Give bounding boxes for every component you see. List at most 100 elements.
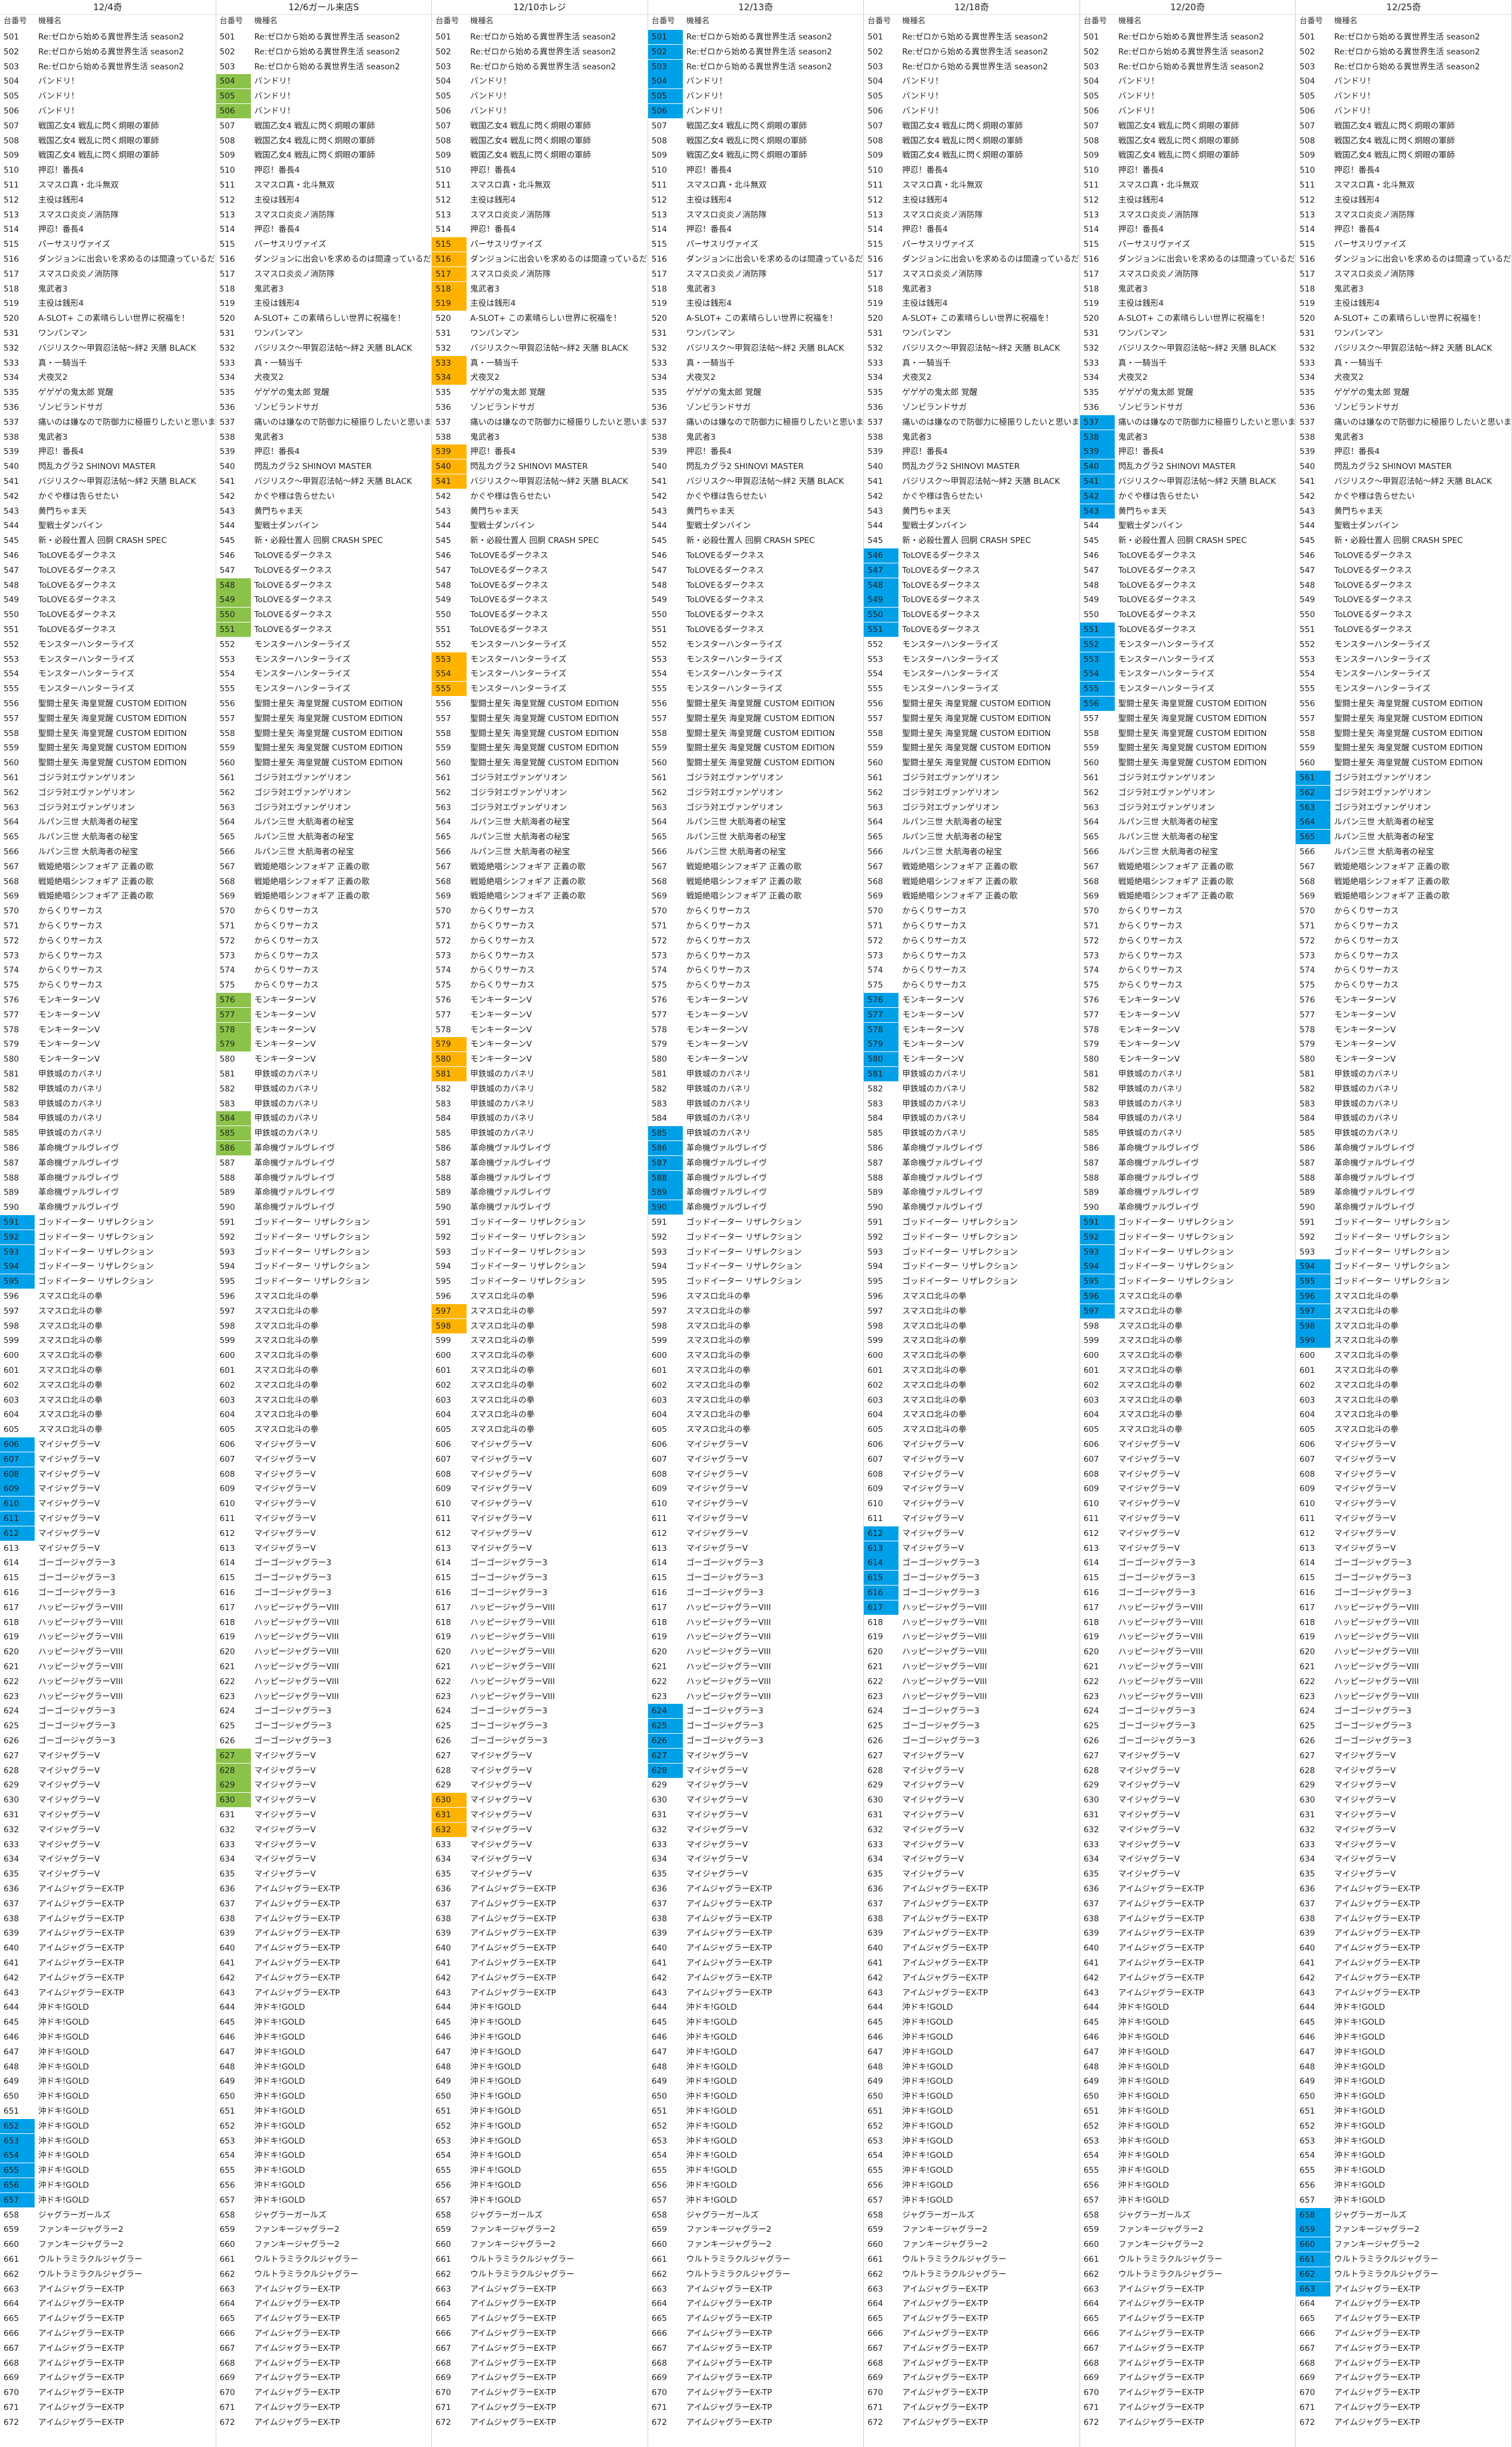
machine-number-cell: 505: [216, 89, 251, 103]
machine-name-cell: ゴーゴージャグラー3: [251, 1586, 431, 1600]
machine-name-cell: 聖闘士星矢 海皇覚醒 CUSTOM EDITION: [1115, 726, 1295, 741]
machine-number-cell: 638: [864, 1912, 898, 1926]
machine-number-cell: 652: [1080, 2119, 1115, 2133]
machine-number-cell: 554: [648, 667, 683, 681]
machine-number-cell: 556: [864, 697, 898, 711]
machine-number-cell: 583: [648, 1097, 683, 1111]
machine-name-cell: アイムジャグラーEX-TP: [251, 2296, 431, 2311]
machine-name-cell: 閃乱カグラ2 SHINOVI MASTER: [1115, 459, 1295, 474]
machine-name-cell: ハッピージャグラーVIII: [683, 1645, 863, 1659]
machine-number-cell: 648: [1080, 2060, 1115, 2074]
machine-number-cell: 596: [1080, 1289, 1115, 1304]
machine-name-cell: からくりサーカス: [35, 919, 215, 933]
machine-number-cell: 582: [0, 1082, 35, 1096]
machine-name-cell: ルパン三世 大航海者の秘宝: [251, 845, 431, 859]
machine-name-cell: 聖戦士ダンバイン: [898, 519, 1079, 533]
machine-name-cell: 押忍！番長4: [35, 163, 215, 177]
machine-number-cell: 504: [864, 74, 898, 88]
machine-number-cell: 589: [1296, 1185, 1330, 1200]
machine-name-cell: ハッピージャグラーVIII: [467, 1660, 647, 1674]
machine-number-cell: 621: [432, 1660, 467, 1674]
machine-name-cell: 聖闘士星矢 海皇覚醒 CUSTOM EDITION: [1330, 756, 1511, 770]
machine-name-cell: アイムジャグラーEX-TP: [898, 1926, 1079, 1940]
machine-number-cell: 512: [216, 193, 251, 207]
machine-number-cell: 594: [648, 1259, 683, 1274]
machine-name-cell: 沖ドキ!GOLD: [683, 2193, 863, 2207]
machine-name-cell: ToLOVEるダークネス: [898, 548, 1079, 563]
machine-number-cell: 518: [648, 282, 683, 296]
machine-number-cell: 595: [1296, 1274, 1330, 1289]
machine-number-cell: 617: [216, 1600, 251, 1615]
machine-name-cell: ゴーゴージャグラー3: [898, 1704, 1079, 1718]
machine-name-cell: スマスロ北斗の拳: [35, 1289, 215, 1304]
machine-name-cell: マイジャグラーV: [467, 1867, 647, 1881]
machine-number-cell: 536: [648, 400, 683, 415]
machine-number-cell: 667: [1080, 2341, 1115, 2356]
machine-name-cell: ゴッドイーター リザレクション: [1115, 1215, 1295, 1229]
machine-name-cell: 甲鉄城のカバネリ: [898, 1126, 1079, 1140]
machine-number-cell: 557: [432, 712, 467, 726]
machine-name-cell: Re:ゼロから始める異世界生活 season2: [35, 60, 215, 74]
machine-name-cell: モンスターハンターライズ: [898, 637, 1079, 652]
machine-name-cell: ゴーゴージャグラー3: [1115, 1556, 1295, 1570]
machine-name-cell: 戦姫絶唱シンフォギア 正義の歌: [35, 860, 215, 874]
machine-number-cell: 666: [1080, 2326, 1115, 2341]
machine-number-cell: 639: [1080, 1926, 1115, 1940]
machine-number-cell: 514: [0, 222, 35, 237]
machine-number-cell: 611: [864, 1511, 898, 1526]
machine-number-cell: 600: [1080, 1348, 1115, 1363]
machine-name-cell: 主役は銭形4: [898, 193, 1079, 207]
machine-name-cell: スマスロ真・北斗無双: [467, 178, 647, 192]
machine-name-cell: モンキーターンV: [251, 1023, 431, 1037]
machine-name-cell: 甲鉄城のカバネリ: [683, 1067, 863, 1081]
machine-name-cell: バンドリ！: [467, 89, 647, 103]
machine-name-cell: バンドリ！: [898, 104, 1079, 118]
machine-name-cell: マイジャグラーV: [898, 1452, 1079, 1467]
machine-number-cell: 596: [1296, 1289, 1330, 1304]
machine-number-cell: 585: [864, 1126, 898, 1140]
machine-name-cell: マイジャグラーV: [251, 1838, 431, 1852]
machine-name-cell: 沖ドキ!GOLD: [467, 2074, 647, 2089]
machine-name-cell: 黄門ちゃま天: [1330, 504, 1511, 519]
machine-name-cell: アイムジャグラーEX-TP: [467, 2311, 647, 2326]
machine-name-cell: アイムジャグラーEX-TP: [35, 1941, 215, 1955]
machine-name-cell: モンキーターンV: [898, 1037, 1079, 1051]
machine-name-cell: A-SLOT+ この素晴らしい世界に祝福を！: [251, 311, 431, 326]
machine-name-cell: 沖ドキ!GOLD: [35, 2074, 215, 2089]
machine-number-cell: 565: [864, 830, 898, 844]
machine-name-cell: ハッピージャグラーVIII: [683, 1675, 863, 1689]
machine-name-cell: 沖ドキ!GOLD: [251, 2178, 431, 2193]
machine-number-cell: 633: [648, 1838, 683, 1852]
machine-name-cell: アイムジャグラーEX-TP: [467, 2400, 647, 2415]
machine-name-cell: からくりサーカス: [683, 978, 863, 992]
machine-number-cell: 652: [216, 2119, 251, 2133]
machine-number-cell: 596: [864, 1289, 898, 1304]
machine-number-cell: 520: [864, 311, 898, 326]
machine-name-cell: ワンパンマン: [251, 326, 431, 341]
machine-name-cell: 痛いのは嫌なので防御力に極振りしたいと思います。: [683, 415, 863, 430]
day-block: 12/13奇 台番号 機種名 501 Re:ゼロから始める異世界生活 season2 50…: [648, 0, 864, 2447]
machine-name-cell: モンキーターンV: [35, 993, 215, 1007]
machine-number-cell: 559: [0, 741, 35, 755]
machine-name-cell: マイジャグラーV: [1115, 1749, 1295, 1763]
machine-name-cell: 沖ドキ!GOLD: [1115, 2045, 1295, 2059]
machine-name-cell: アイムジャグラーEX-TP: [251, 2371, 431, 2385]
machine-number-cell: 582: [648, 1082, 683, 1096]
machine-number-cell: 619: [1080, 1630, 1115, 1644]
machine-name-cell: かぐや様は告らせたい: [1115, 489, 1295, 504]
machine-name-cell: スマスロ北斗の拳: [898, 1304, 1079, 1318]
machine-name-cell: からくりサーカス: [898, 904, 1079, 918]
machine-name-cell: 戦国乙女4 戦乱に閃く炯眼の軍師: [467, 134, 647, 148]
machine-name-cell: ゴジラ対エヴァンゲリオン: [683, 786, 863, 800]
machine-number-cell: 595: [432, 1274, 467, 1289]
machine-name-cell: バジリスク～甲賀忍法帖～絆2 天膳 BLACK: [683, 474, 863, 489]
machine-number-cell: 545: [1080, 533, 1115, 548]
machine-name-cell: 沖ドキ!GOLD: [35, 2045, 215, 2059]
machine-number-cell: 603: [432, 1393, 467, 1408]
machine-name-cell: スマスロ北斗の拳: [467, 1333, 647, 1348]
machine-name-cell: 甲鉄城のカバネリ: [467, 1067, 647, 1081]
machine-name-cell: ゴーゴージャグラー3: [683, 1556, 863, 1570]
machine-number-cell: 576: [648, 993, 683, 1007]
machine-number-cell: 608: [1080, 1467, 1115, 1482]
machine-number-cell: 570: [0, 904, 35, 918]
